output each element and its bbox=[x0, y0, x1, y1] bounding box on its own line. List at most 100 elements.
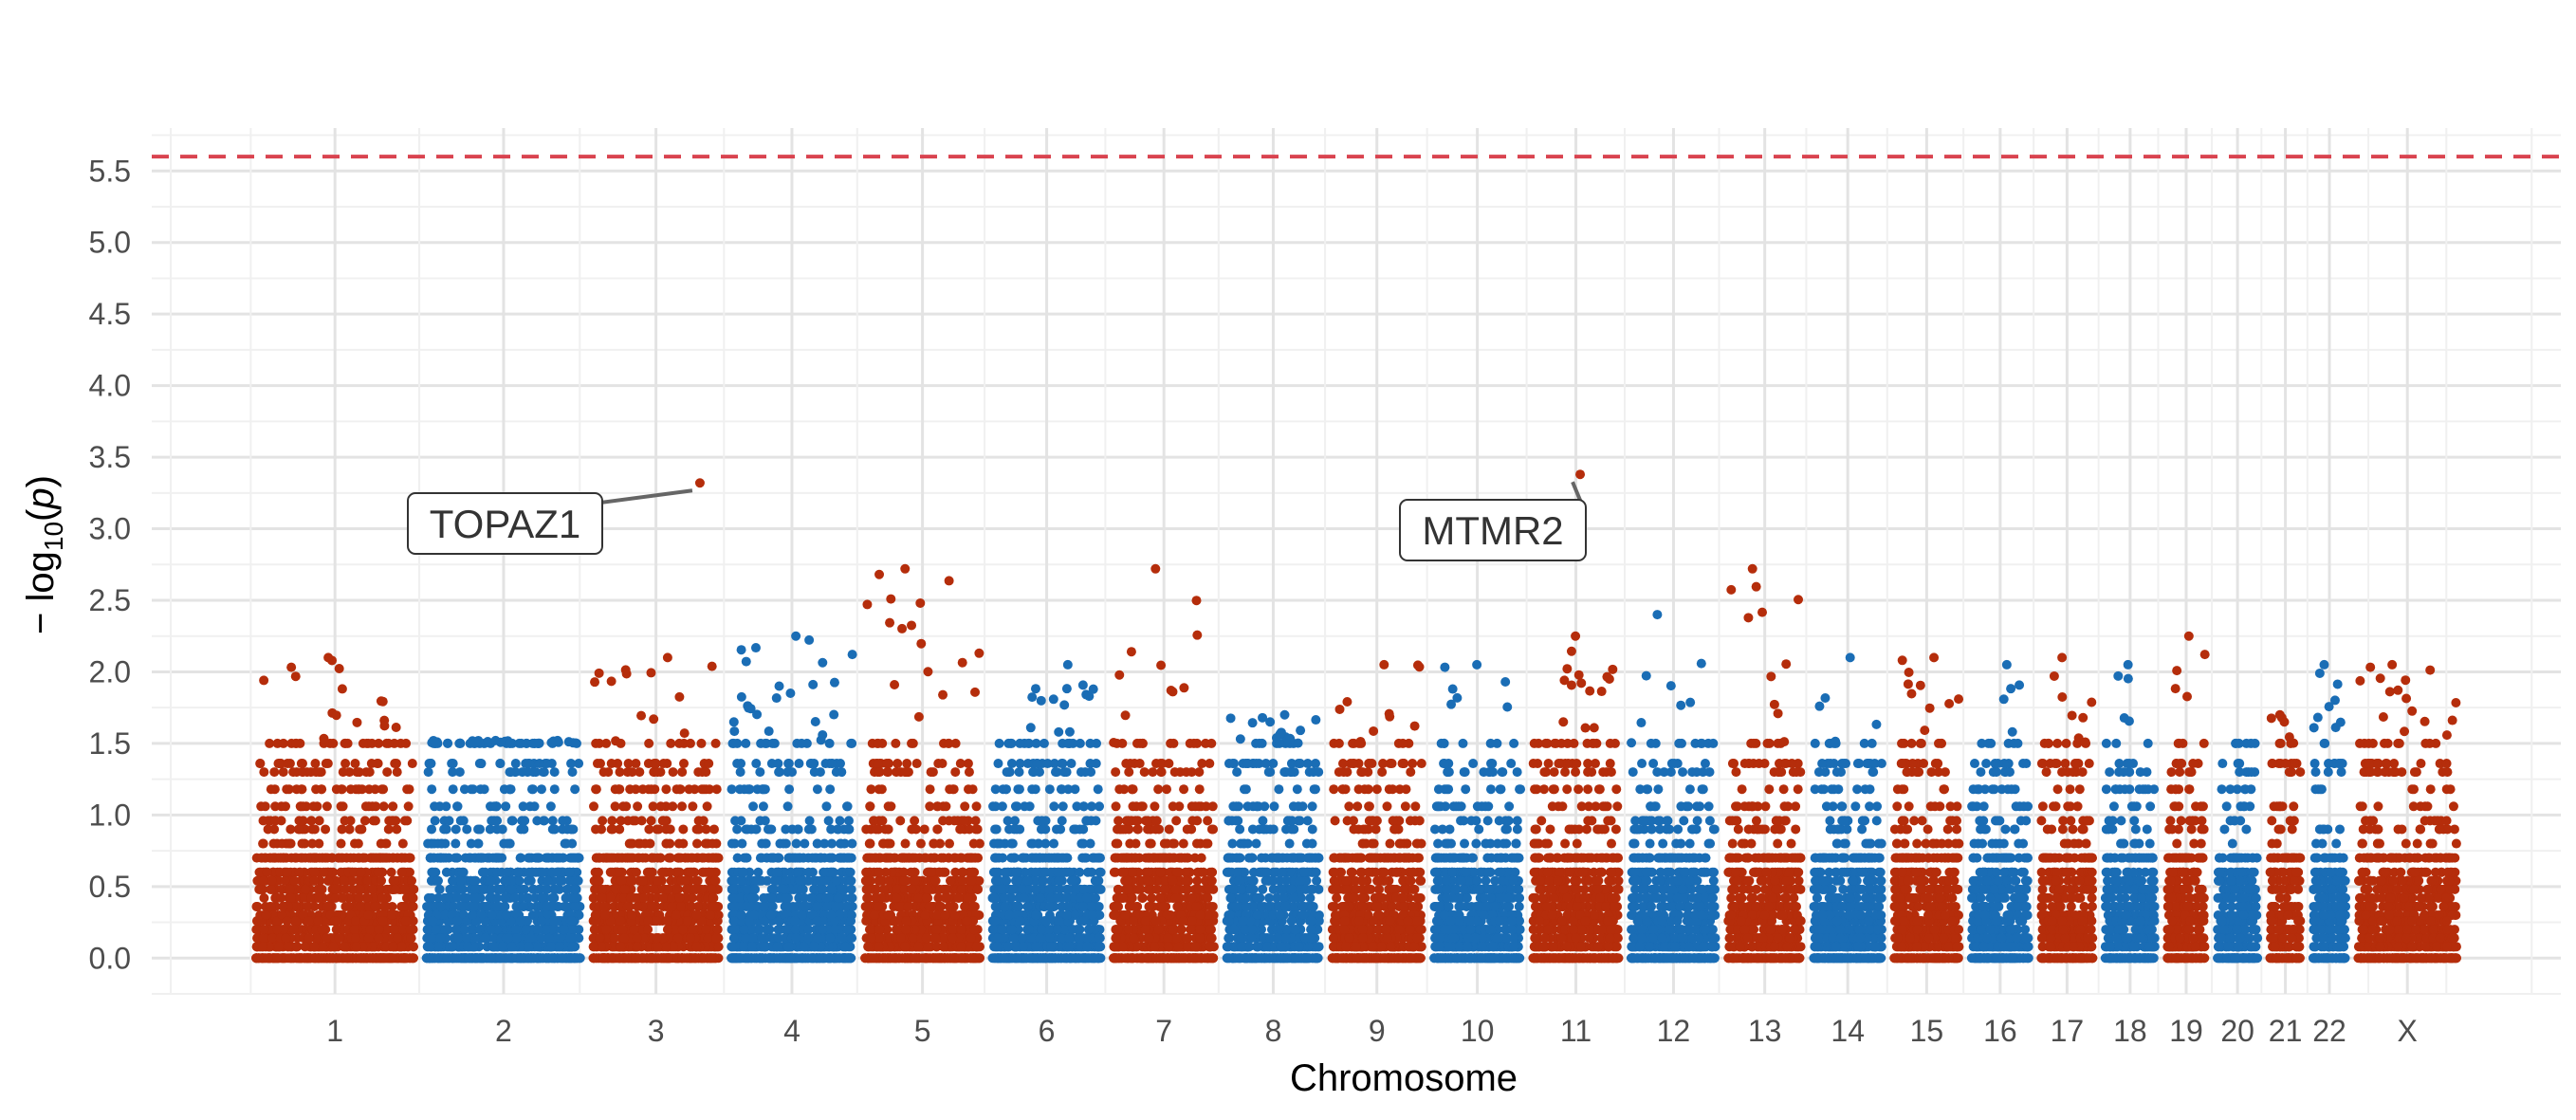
data-point bbox=[595, 853, 605, 863]
data-point bbox=[463, 942, 473, 952]
data-point bbox=[301, 884, 311, 894]
data-point bbox=[300, 942, 310, 952]
data-point bbox=[691, 942, 702, 952]
data-point bbox=[702, 801, 712, 812]
data-point bbox=[622, 901, 633, 911]
data-point bbox=[675, 901, 686, 911]
data-point bbox=[486, 884, 496, 894]
data-point bbox=[797, 738, 807, 748]
data-point bbox=[354, 892, 364, 903]
data-point bbox=[708, 824, 719, 835]
data-point bbox=[727, 942, 738, 952]
data-point bbox=[433, 942, 444, 952]
data-point bbox=[759, 901, 769, 911]
data-point bbox=[791, 933, 801, 944]
data-point bbox=[429, 838, 439, 849]
data-point bbox=[519, 824, 529, 835]
data-point bbox=[846, 884, 856, 894]
data-point bbox=[752, 709, 763, 720]
data-point bbox=[458, 901, 469, 911]
data-point bbox=[461, 933, 471, 944]
data-point bbox=[672, 933, 683, 944]
data-point bbox=[322, 759, 333, 769]
data-point bbox=[741, 656, 751, 667]
data-point bbox=[322, 901, 333, 911]
data-point bbox=[258, 838, 268, 849]
data-point bbox=[823, 953, 834, 964]
data-point bbox=[267, 875, 277, 886]
data-point bbox=[408, 942, 418, 952]
data-point bbox=[836, 759, 846, 769]
data-point bbox=[804, 634, 815, 645]
data-point bbox=[831, 901, 841, 911]
data-point bbox=[565, 933, 576, 944]
data-point bbox=[834, 953, 844, 964]
data-point bbox=[614, 784, 624, 795]
data-point bbox=[803, 867, 814, 877]
data-point bbox=[492, 901, 503, 911]
data-point bbox=[816, 853, 826, 863]
data-point bbox=[317, 925, 327, 935]
data-point bbox=[732, 824, 743, 835]
data-point bbox=[807, 853, 818, 863]
data-point bbox=[536, 933, 546, 944]
data-point bbox=[652, 916, 662, 927]
data-point bbox=[547, 953, 558, 964]
data-point bbox=[835, 853, 845, 863]
data-point bbox=[964, 767, 974, 778]
data-point bbox=[703, 933, 713, 944]
data-point bbox=[800, 892, 810, 903]
data-point bbox=[367, 884, 377, 894]
data-point bbox=[486, 925, 496, 935]
data-point bbox=[708, 853, 718, 863]
data-point bbox=[368, 953, 378, 964]
data-point bbox=[263, 953, 273, 964]
data-point bbox=[377, 892, 388, 903]
data-point bbox=[501, 801, 511, 812]
data-point bbox=[680, 875, 690, 886]
data-point bbox=[847, 738, 857, 748]
data-point bbox=[657, 867, 668, 877]
data-point bbox=[812, 901, 822, 911]
data-point bbox=[728, 933, 739, 944]
data-point bbox=[686, 867, 696, 877]
data-point bbox=[331, 925, 341, 935]
data-point bbox=[389, 875, 399, 886]
data-point bbox=[636, 710, 647, 721]
data-point bbox=[734, 953, 745, 964]
data-point bbox=[275, 853, 285, 863]
data-point bbox=[388, 801, 398, 812]
data-point bbox=[753, 867, 764, 877]
data-point bbox=[473, 838, 484, 849]
data-point bbox=[505, 738, 515, 748]
data-point bbox=[298, 892, 308, 903]
data-point bbox=[314, 892, 324, 903]
data-point bbox=[847, 901, 857, 911]
data-point bbox=[637, 784, 648, 795]
data-point bbox=[658, 816, 669, 826]
data-point bbox=[514, 875, 524, 886]
data-point bbox=[655, 801, 666, 812]
data-point bbox=[313, 916, 323, 927]
data-point bbox=[402, 784, 413, 795]
data-point bbox=[674, 892, 685, 903]
data-point bbox=[444, 816, 454, 826]
data-point bbox=[844, 853, 855, 863]
data-point bbox=[819, 867, 829, 877]
data-point bbox=[627, 910, 637, 920]
data-point bbox=[696, 738, 707, 748]
data-point bbox=[401, 738, 412, 748]
data-point bbox=[656, 953, 667, 964]
data-point bbox=[754, 953, 764, 964]
data-point bbox=[457, 867, 468, 877]
data-point bbox=[629, 925, 639, 935]
data-point bbox=[330, 884, 340, 894]
data-point bbox=[516, 953, 526, 964]
data-point bbox=[847, 650, 857, 660]
data-point bbox=[738, 867, 748, 877]
data-point bbox=[429, 867, 439, 877]
data-point bbox=[625, 784, 635, 795]
data-point bbox=[812, 916, 822, 927]
